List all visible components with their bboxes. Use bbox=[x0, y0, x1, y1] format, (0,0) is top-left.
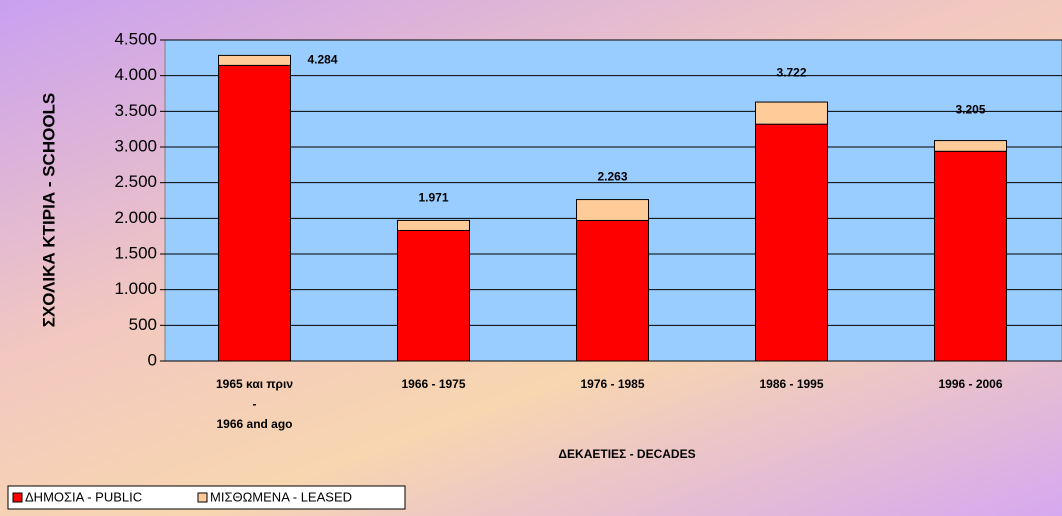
bar-segment bbox=[755, 123, 828, 362]
bar-segment bbox=[397, 219, 470, 231]
legend-swatch bbox=[12, 492, 23, 503]
x-tick-label: 1976 - 1985 bbox=[580, 377, 645, 391]
x-tick-label: 1965 και πριν - 1966 and ago bbox=[216, 377, 293, 431]
bar-segment bbox=[755, 101, 828, 125]
y-tick-label: 0 bbox=[148, 350, 157, 369]
bar-segment bbox=[397, 229, 470, 362]
y-tick-label: 4.500 bbox=[114, 29, 157, 48]
y-tick-label: 1.500 bbox=[114, 243, 157, 262]
bar-segment bbox=[218, 64, 291, 362]
legend-label: ΜΙΣΘΩΜΕΝΑ - LEASED bbox=[210, 489, 352, 504]
total-label: 2.263 bbox=[597, 170, 627, 184]
total-label: 1.971 bbox=[418, 191, 448, 205]
bar-segment bbox=[576, 199, 649, 221]
y-tick-label: 500 bbox=[129, 315, 157, 334]
y-tick-label: 1.000 bbox=[114, 279, 157, 298]
bar-segment bbox=[218, 54, 291, 66]
bar-segment bbox=[934, 150, 1007, 362]
x-tick-label: 1996 - 2006 bbox=[938, 377, 1003, 391]
y-axis-title: ΣΧΟΛΙΚΑ ΚΤΙΡΙΑ - SCHOOLS bbox=[39, 93, 58, 328]
x-tick-label: 1966 - 1975 bbox=[401, 377, 466, 391]
y-tick-label: 2.500 bbox=[114, 172, 157, 191]
y-tick-label: 4.000 bbox=[114, 65, 157, 84]
y-tick-label: 3.500 bbox=[114, 101, 157, 120]
y-tick-label: 2.000 bbox=[114, 208, 157, 227]
legend-swatch bbox=[197, 492, 208, 503]
y-tick-label: 3.000 bbox=[114, 136, 157, 155]
x-axis-title: ΔΕΚΑΕΤΙΕΣ - DECADES bbox=[558, 447, 695, 461]
bar-segment bbox=[934, 140, 1007, 152]
total-label: 3.205 bbox=[955, 103, 985, 117]
total-label: 3.722 bbox=[776, 66, 806, 80]
x-tick-label: 1986 - 1995 bbox=[759, 377, 824, 391]
bar-segment bbox=[576, 219, 649, 362]
total-label: 4.284 bbox=[307, 53, 337, 67]
legend-label: ΔΗΜΟΣΙΑ - PUBLIC bbox=[25, 489, 142, 504]
